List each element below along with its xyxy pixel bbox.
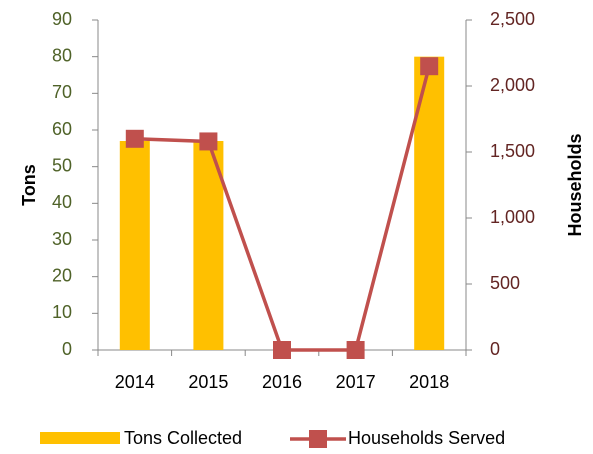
x-tick-label: 2014 <box>115 372 155 392</box>
x-tick-label: 2018 <box>409 372 449 392</box>
y-tick-label: 20 <box>52 265 72 285</box>
x-tick-label: 2017 <box>336 372 376 392</box>
bar <box>193 141 224 350</box>
y2-tick-label: 500 <box>490 273 520 293</box>
x-tick-label: 2016 <box>262 372 302 392</box>
line-marker <box>273 341 291 359</box>
x-tick-label: 2015 <box>188 372 228 392</box>
line <box>134 65 431 352</box>
legend-marker <box>309 430 327 448</box>
y-tick-label: 10 <box>52 302 72 322</box>
y-tick-label: 60 <box>52 119 72 139</box>
line-marker <box>420 57 439 76</box>
y-tick-label: 30 <box>52 229 72 249</box>
y2-tick-label: 1,500 <box>490 141 535 161</box>
y-tick-label: 50 <box>52 155 72 175</box>
y-axis-title: Tons <box>19 164 39 206</box>
y2-tick-label: 1,000 <box>490 207 535 227</box>
line-marker <box>125 129 144 148</box>
legend-swatch <box>40 432 120 444</box>
y-tick-label: 90 <box>52 9 72 29</box>
legend-label: Tons Collected <box>124 428 242 448</box>
legend-label: Households Served <box>348 428 505 448</box>
y2-tick-label: 2,000 <box>490 75 535 95</box>
y-tick-label: 70 <box>52 82 72 102</box>
y-tick-label: 0 <box>62 339 72 359</box>
y2-tick-label: 2,500 <box>490 9 535 29</box>
line-marker <box>199 132 218 151</box>
bar <box>119 141 150 350</box>
y2-axis-title: Households <box>565 133 585 236</box>
y-tick-label: 40 <box>52 192 72 212</box>
y2-tick-label: 0 <box>490 339 500 359</box>
y-tick-label: 80 <box>52 45 72 65</box>
line-marker <box>346 341 365 359</box>
